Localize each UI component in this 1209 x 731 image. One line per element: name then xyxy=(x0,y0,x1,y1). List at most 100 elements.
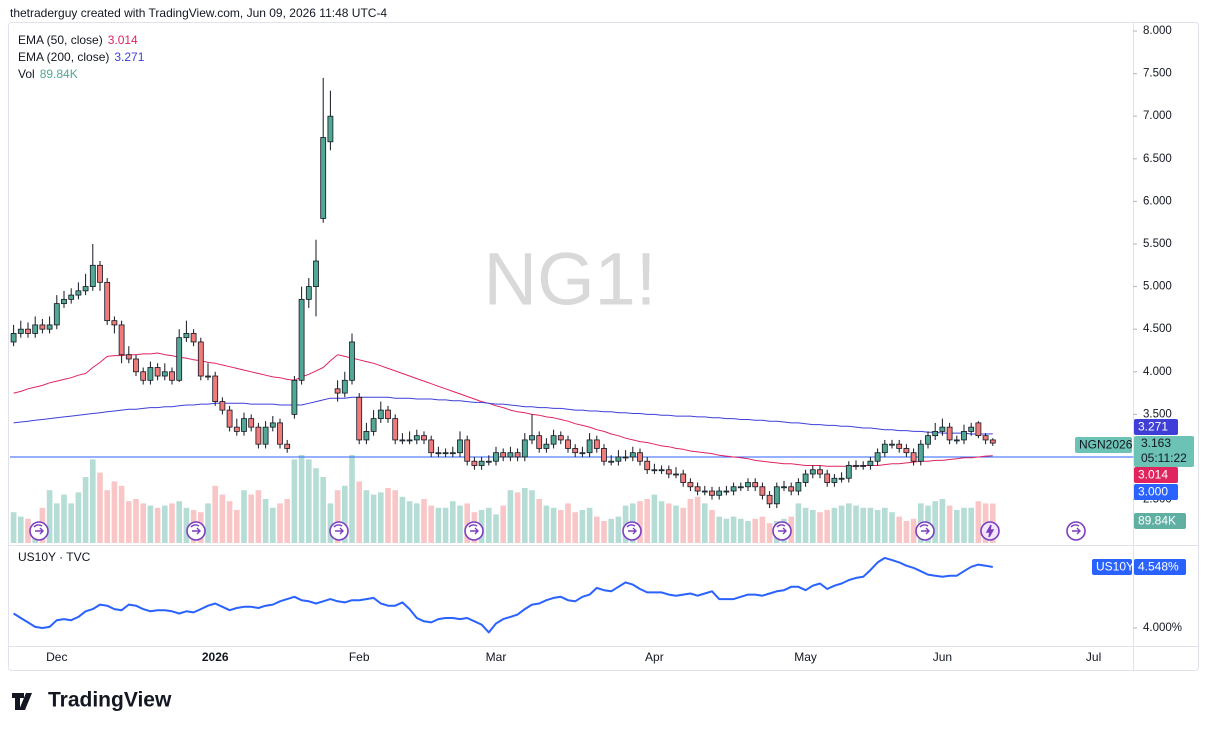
volume-bar xyxy=(356,481,362,543)
candle-body xyxy=(608,460,615,463)
volume-bar xyxy=(637,501,643,543)
candle-body xyxy=(241,418,247,432)
candle-body xyxy=(586,439,593,454)
y-tick-label: 6.500 xyxy=(1143,153,1172,165)
candle-body xyxy=(975,422,982,437)
candle-body xyxy=(485,460,492,463)
event-icon xyxy=(1066,521,1086,541)
event-glyph xyxy=(468,524,479,535)
candle-body xyxy=(946,426,953,441)
volume-bar xyxy=(903,521,910,543)
candle-body xyxy=(629,452,636,458)
volume-bar xyxy=(75,492,82,543)
y-tick-label: 4.500 xyxy=(1143,323,1172,335)
volume-bar xyxy=(601,521,607,543)
volume-bar xyxy=(745,521,751,543)
volume-bar xyxy=(140,503,146,543)
volume-bar xyxy=(61,494,67,543)
candle-body xyxy=(752,482,759,488)
y-tick-label: 6.000 xyxy=(1143,195,1172,207)
volume-bar xyxy=(414,503,420,543)
event-glyph xyxy=(626,524,637,535)
candle-body xyxy=(867,460,874,466)
candle-body xyxy=(125,354,132,360)
candle-body xyxy=(838,477,845,480)
volume-bar xyxy=(255,490,262,543)
volume-bar xyxy=(486,507,492,543)
candle-body xyxy=(61,298,67,305)
candle-body xyxy=(68,294,75,300)
candle-body xyxy=(327,115,334,143)
candle-body xyxy=(190,333,197,343)
volume-bar xyxy=(399,496,406,543)
volume-bar xyxy=(709,510,715,543)
volume-bar xyxy=(349,455,355,543)
candle-body xyxy=(464,439,471,462)
candle-body xyxy=(277,422,283,445)
volume-bar xyxy=(831,507,838,543)
candle-body xyxy=(334,388,341,394)
volume-bar xyxy=(910,518,917,543)
volume-bar xyxy=(450,501,456,543)
event-glyph xyxy=(333,524,344,535)
y-tick-label: 4.000 xyxy=(1143,366,1172,378)
candle-body xyxy=(75,290,82,296)
volume-bar xyxy=(118,485,125,543)
candle-body xyxy=(212,375,219,402)
candle-body xyxy=(341,379,348,394)
series-line xyxy=(13,556,993,634)
volume-bar xyxy=(536,499,542,543)
volume-bar xyxy=(133,499,139,543)
candle-body xyxy=(442,452,449,455)
volume-bar xyxy=(694,496,701,543)
volume-bar xyxy=(270,507,276,543)
volume-bar xyxy=(241,490,247,543)
volume-bar xyxy=(716,516,722,543)
volume-bar xyxy=(723,518,730,543)
volume-bar xyxy=(428,505,434,543)
us10y-name-badge-bg xyxy=(1092,559,1132,575)
candle-body xyxy=(565,439,571,449)
volume-bar xyxy=(46,490,53,543)
volume-bar xyxy=(658,501,665,543)
x-tick-label: Feb xyxy=(349,650,370,664)
volume-bar xyxy=(334,490,341,543)
volume-bar xyxy=(320,477,326,543)
volume-bar xyxy=(219,494,226,543)
candle-body xyxy=(953,439,960,442)
candle-body xyxy=(507,452,514,458)
candle-body xyxy=(701,490,708,493)
candle-body xyxy=(766,494,773,505)
x-tick-label: Mar xyxy=(486,650,507,664)
volume-bar xyxy=(946,505,953,543)
volume-bar xyxy=(586,507,593,543)
legend-label: Vol 89.84K xyxy=(18,67,78,81)
volume-bar xyxy=(176,501,182,543)
candle-body xyxy=(385,409,391,420)
candle-body xyxy=(399,439,406,442)
volume-bar xyxy=(594,516,600,543)
volume-bar xyxy=(810,510,816,543)
volume-bar xyxy=(853,505,859,543)
legend-value: 3.014 xyxy=(108,33,138,47)
candle-body xyxy=(601,448,607,462)
candle-body xyxy=(176,337,183,381)
volume-bar xyxy=(961,507,967,543)
volume-bar xyxy=(442,507,449,543)
candle-body xyxy=(291,379,298,415)
watermark: NG1! xyxy=(484,238,657,321)
volume-bar xyxy=(54,503,60,543)
ema50-badge: 3.014 xyxy=(1138,468,1168,482)
candle-body xyxy=(961,431,967,441)
candle-body xyxy=(817,469,823,475)
candle-body xyxy=(593,439,600,449)
volume-bar xyxy=(154,507,161,543)
candle-body xyxy=(543,443,550,449)
y-tick-label: 4.000% xyxy=(1143,622,1182,634)
volume-bar xyxy=(730,516,737,543)
candle-body xyxy=(349,341,355,381)
candle-body xyxy=(550,435,557,445)
candle-body xyxy=(845,465,852,479)
volume-bar xyxy=(687,499,694,543)
